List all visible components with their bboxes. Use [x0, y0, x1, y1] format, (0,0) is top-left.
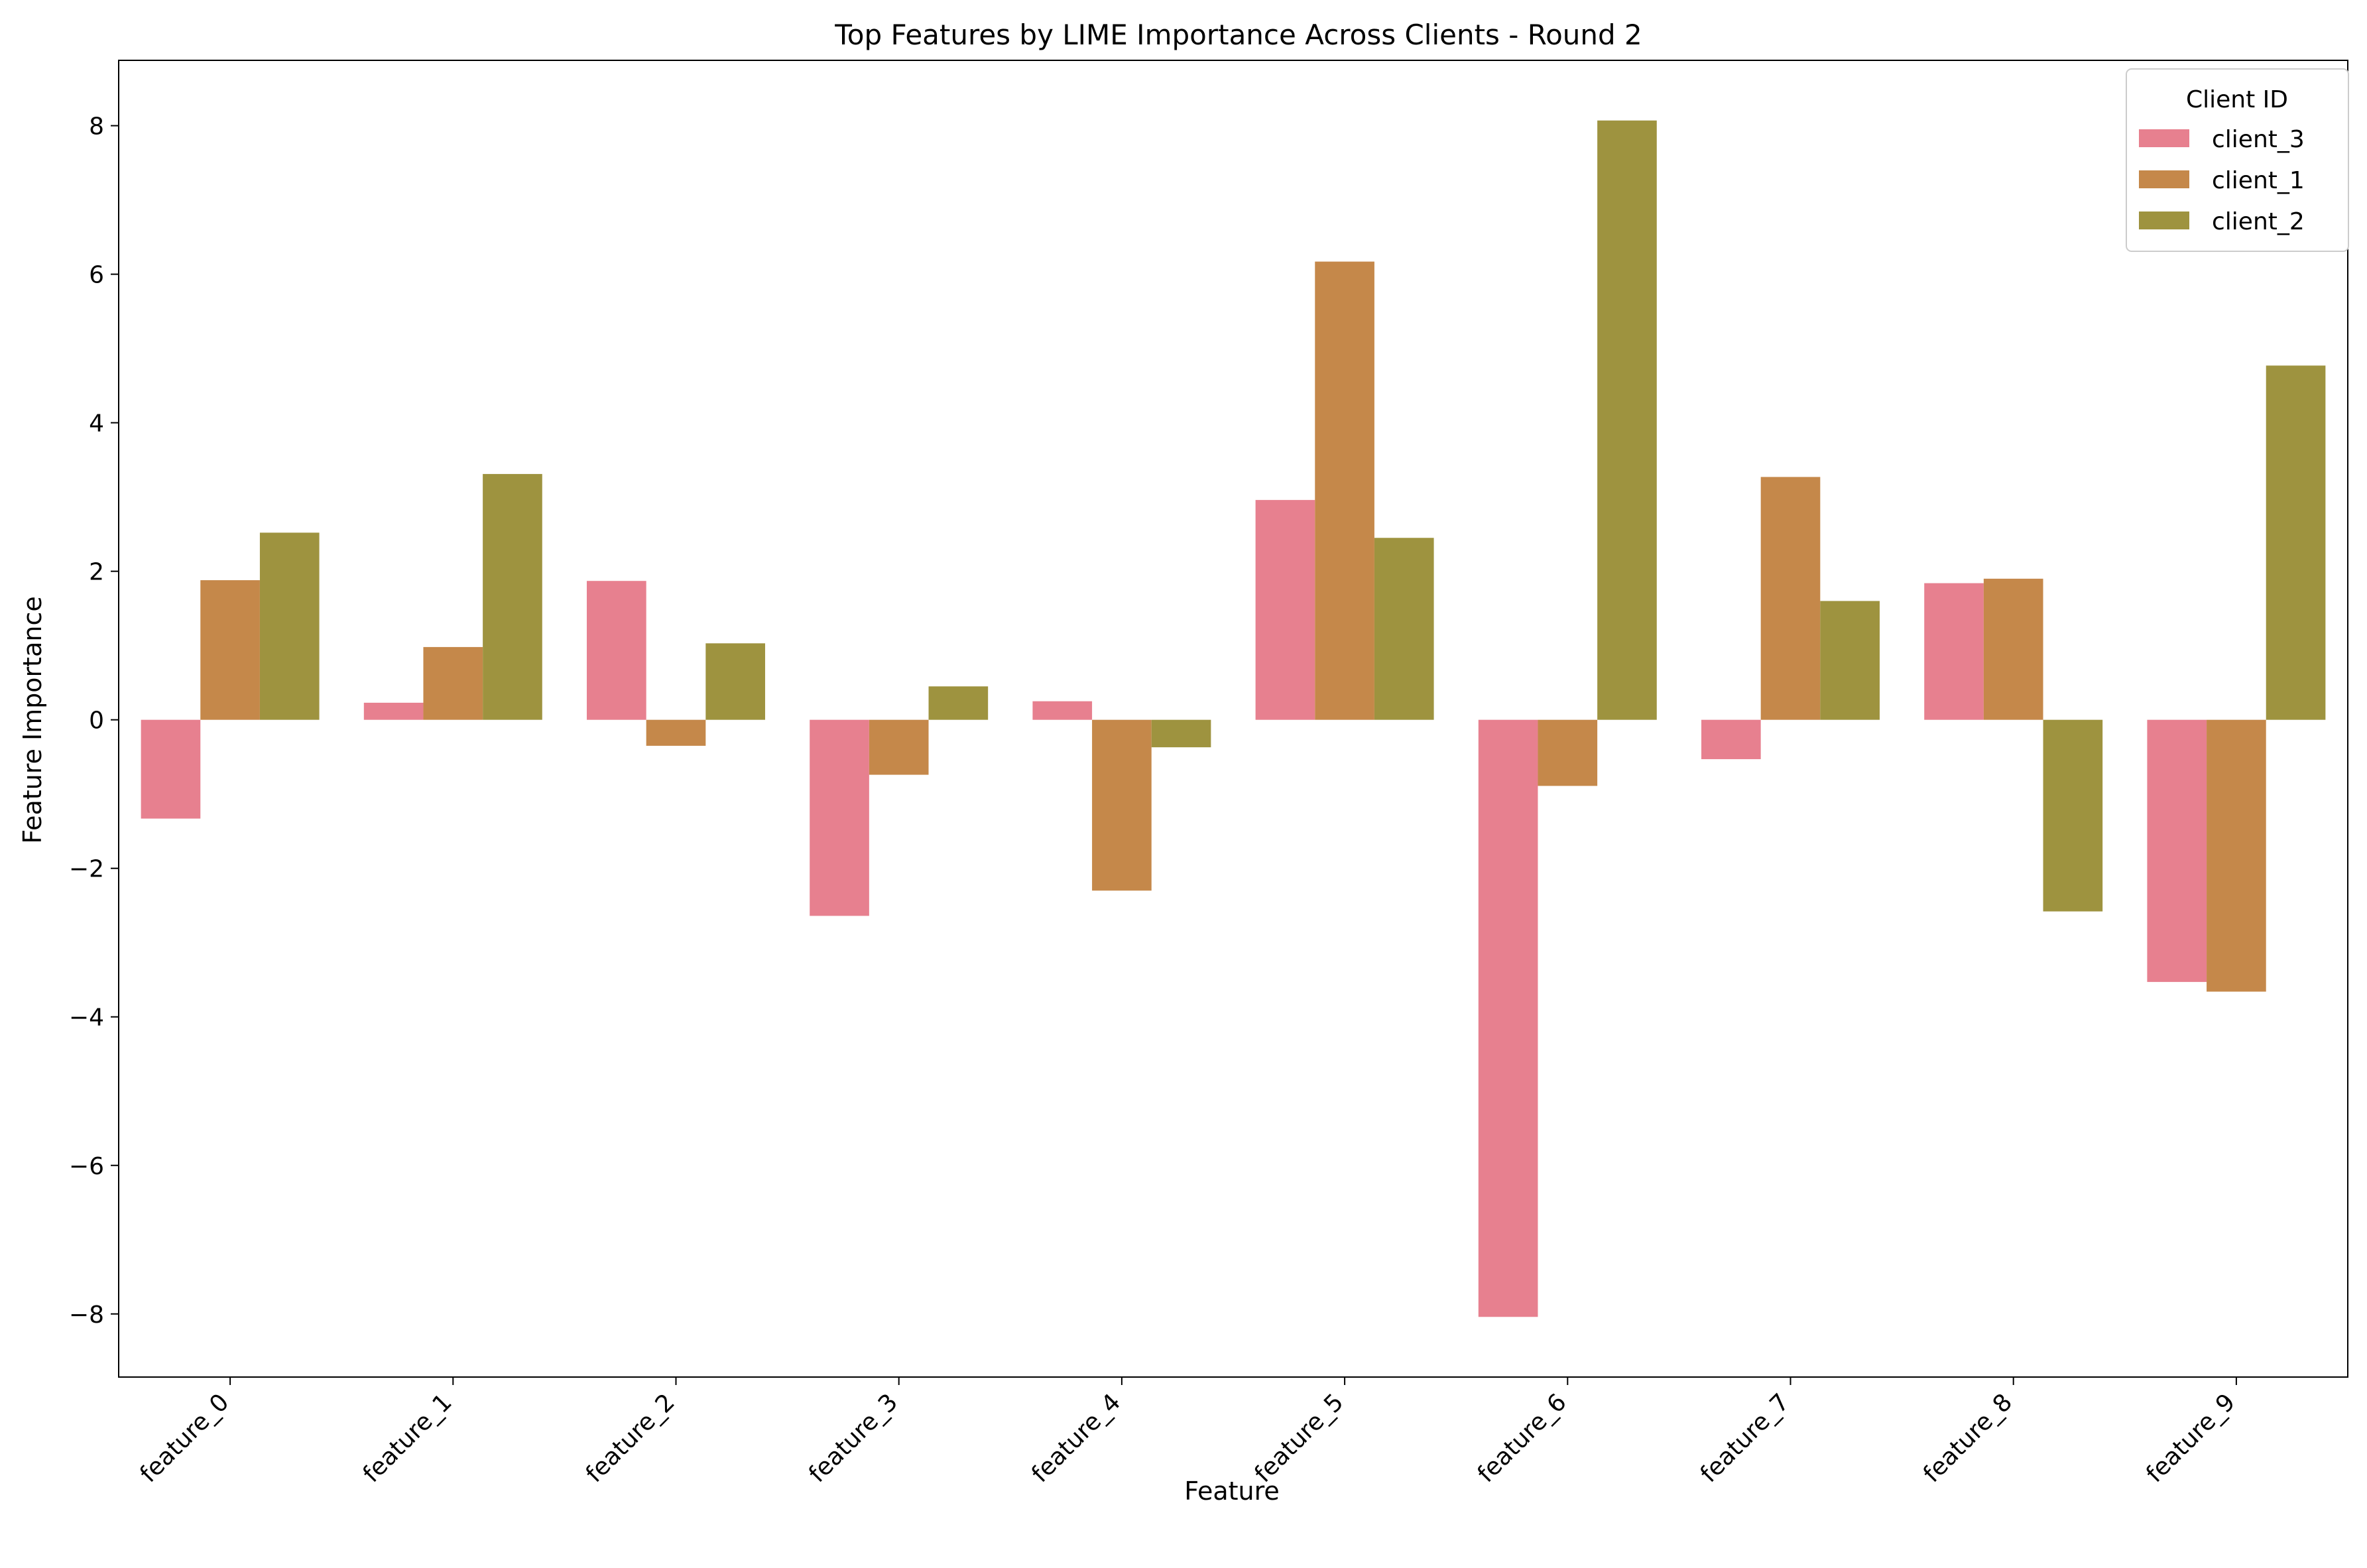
bar-client_3-feature_1	[363, 702, 424, 720]
y-tick-label: 6	[89, 262, 104, 289]
series-client_3	[141, 500, 2207, 1317]
bar-client_1-feature_7	[1760, 477, 1821, 720]
bar-client_1-feature_3	[869, 719, 929, 775]
y-tick-label: 8	[89, 113, 104, 141]
y-tick-label: −8	[69, 1301, 104, 1329]
bar-client_2-feature_1	[483, 473, 542, 720]
x-axis-label: Feature	[1184, 1477, 1280, 1506]
legend-box	[2126, 68, 2349, 252]
legend-swatch-client_2	[2139, 211, 2189, 229]
chart-title: Top Features by LIME Importance Across C…	[834, 19, 1642, 51]
series-client_2	[259, 120, 2326, 912]
bar-client_2-feature_7	[1820, 601, 1880, 720]
bar-client_3-feature_2	[587, 581, 646, 720]
bar-client_1-feature_4	[1092, 719, 1152, 891]
series-client_1	[200, 261, 2266, 992]
bar-client_2-feature_0	[259, 532, 320, 720]
bar-client_1-feature_0	[200, 580, 260, 720]
y-tick-label: 2	[89, 559, 104, 586]
legend-label-client_3: client_3	[2212, 126, 2305, 153]
bar-client_3-feature_3	[810, 719, 869, 916]
bar-client_1-feature_2	[646, 719, 706, 746]
bar-client_3-feature_8	[1924, 583, 1984, 720]
bar-client_3-feature_4	[1032, 701, 1093, 720]
bar-client_1-feature_9	[2207, 719, 2266, 992]
y-tick-label: −6	[69, 1153, 104, 1180]
y-tick-label: 0	[89, 707, 104, 735]
legend-label-client_1: client_1	[2212, 167, 2305, 194]
bar-client_2-feature_2	[705, 643, 765, 720]
bar-client_2-feature_9	[2266, 365, 2326, 720]
bar-client_1-feature_6	[1538, 719, 1598, 786]
y-tick-label: −2	[69, 856, 104, 883]
bar-client_1-feature_5	[1315, 261, 1374, 720]
legend-title: Client ID	[2186, 86, 2288, 113]
legend: Client ID client_3 client_1 client_2	[2126, 68, 2349, 252]
y-axis-label: Feature Importance	[18, 596, 47, 843]
bar-client_1-feature_1	[423, 646, 483, 720]
legend-swatch-client_3	[2139, 129, 2189, 147]
y-tick-label: 4	[89, 410, 104, 438]
bar-client_3-feature_9	[2147, 719, 2207, 983]
legend-swatch-client_1	[2139, 170, 2189, 188]
y-tick-label: −4	[69, 1004, 104, 1032]
legend-items: client_3 client_1 client_2	[2139, 126, 2305, 235]
bar-client_2-feature_6	[1597, 120, 1657, 720]
bar-client_2-feature_5	[1374, 538, 1434, 720]
bar-client_2-feature_8	[2043, 719, 2103, 912]
bar-client_3-feature_6	[1478, 719, 1538, 1317]
bar-client_1-feature_8	[1983, 578, 2043, 720]
bar-client_3-feature_7	[1701, 719, 1761, 760]
bar-client_2-feature_4	[1151, 719, 1211, 748]
plot-frame	[118, 60, 2348, 1378]
bar-client_3-feature_0	[141, 719, 201, 819]
legend-label-client_2: client_2	[2212, 208, 2305, 235]
bar-client_3-feature_5	[1255, 500, 1315, 720]
bar-client_2-feature_3	[928, 686, 989, 720]
